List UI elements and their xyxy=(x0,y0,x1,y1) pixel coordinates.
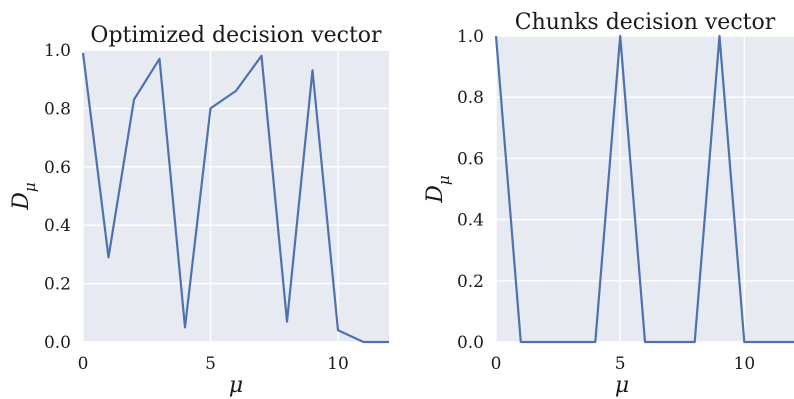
x-tick-label: 5 xyxy=(205,354,216,374)
x-axis-label: μ xyxy=(229,373,243,398)
y-tick-label: 0.8 xyxy=(457,88,484,108)
y-tick-label: 0.8 xyxy=(44,99,71,119)
series-line xyxy=(494,34,794,344)
series-layer xyxy=(81,52,389,344)
y-axis-label: Dμ xyxy=(9,182,39,210)
chart-title: Optimized decision vector xyxy=(90,23,382,48)
grid xyxy=(82,49,389,343)
chart-title: Chunks decision vector xyxy=(515,10,776,35)
plot-area xyxy=(83,50,389,342)
x-axis-label: μ xyxy=(615,373,629,398)
y-tick-label: 0.6 xyxy=(44,158,71,178)
plot-area xyxy=(496,36,794,342)
tick-labels: 0.0 0.2 0.4 0.6 0.8 1.0 0 5 10 xyxy=(44,41,349,374)
x-tick-label: 0 xyxy=(491,354,502,374)
y-tick-label: 1.0 xyxy=(44,41,71,61)
y-tick-label: 0.2 xyxy=(457,272,484,292)
x-tick-label: 0 xyxy=(78,354,89,374)
tick-labels: 0.0 0.2 0.4 0.6 0.8 1.0 0 5 10 xyxy=(457,27,755,374)
y-tick-label: 0.6 xyxy=(457,149,484,169)
series-layer xyxy=(494,34,794,344)
x-tick-label: 5 xyxy=(615,354,626,374)
x-tick-label: 10 xyxy=(327,354,349,374)
y-tick-label: 1.0 xyxy=(457,27,484,47)
series-line xyxy=(81,52,389,344)
chart-optimized: 0.0 0.2 0.4 0.6 0.8 1.0 0 5 10 Optimized decisio… xyxy=(9,23,389,398)
y-tick-label: 0.0 xyxy=(457,333,484,353)
chart-chunks: 0.0 0.2 0.4 0.6 0.8 1.0 0 5 10 Chunks decision v… xyxy=(423,10,794,398)
y-tick-label: 0.0 xyxy=(44,333,71,353)
y-axis-label: Dμ xyxy=(423,175,453,203)
y-axis-label-main: Dμ xyxy=(423,175,453,203)
x-tick-label: 10 xyxy=(734,354,756,374)
y-tick-label: 0.4 xyxy=(44,216,71,236)
y-tick-label: 0.4 xyxy=(457,211,484,231)
y-tick-label: 0.2 xyxy=(44,275,71,295)
y-axis-label-main: Dμ xyxy=(9,182,39,210)
